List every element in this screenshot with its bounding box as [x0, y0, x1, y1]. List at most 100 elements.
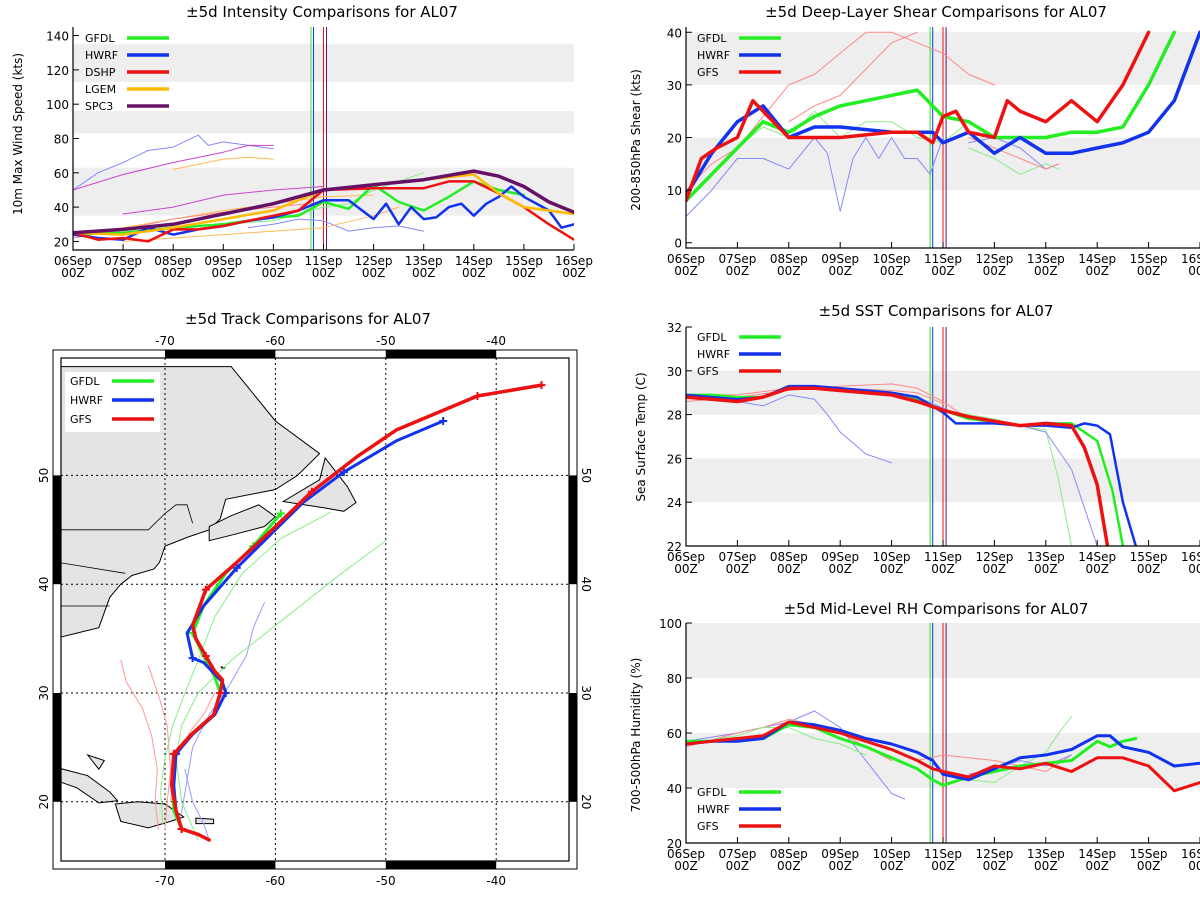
intensity-xtick-sublabel-8: 00Z — [462, 266, 486, 280]
rh-xtick-sublabel-7: 00Z — [1034, 859, 1058, 873]
intensity-legend-label-spc3: SPC3 — [85, 100, 113, 113]
shear-series-gfdl-8 — [686, 30, 1177, 203]
shear-xtick-label-1: 07Sep — [718, 252, 756, 266]
sst-xtick-sublabel-2: 00Z — [777, 562, 801, 576]
intensity-xtick-sublabel-9: 00Z — [512, 266, 536, 280]
intensity-ytick-label-2: 60 — [54, 167, 69, 181]
rh-series-gfs-8 — [686, 720, 1200, 793]
track-marker-gfs-14 — [201, 585, 210, 594]
sst-xtick-sublabel-1: 00Z — [726, 562, 750, 576]
rh-xtick-sublabel-0: 00Z — [674, 859, 698, 873]
intensity-series-hwrf-10 — [73, 185, 574, 241]
sst-ytick-label-0: 22 — [667, 540, 682, 554]
shear-xtick-label-10: 16Sep — [1181, 252, 1200, 266]
rh-xtick-sublabel-9: 00Z — [1137, 859, 1161, 873]
sst-ytick-label-4: 30 — [667, 365, 682, 379]
track-lon-label-top-0: -70 — [155, 334, 175, 348]
shear-series-faint-3 — [788, 31, 918, 123]
shear-xtick-sublabel-4: 00Z — [880, 264, 904, 278]
track-top-stripe-1 — [385, 350, 497, 358]
intensity-ytick-label-1: 40 — [54, 201, 69, 215]
rh-legend-label-gfs: GFS — [697, 820, 719, 833]
track-left-stripe-1 — [53, 693, 61, 802]
land-cuba — [61, 768, 119, 804]
sst-xtick-label-1: 07Sep — [718, 550, 756, 564]
track-marker-gfdl-15 — [276, 509, 285, 518]
sst-series-faint-0 — [686, 394, 893, 464]
intensity-xtick-sublabel-6: 00Z — [362, 266, 386, 280]
intensity-ytick-label-3: 80 — [54, 133, 69, 147]
track-lat-label-left-2: 40 — [37, 577, 51, 592]
track-series-faint-4 — [175, 540, 387, 841]
sst-title: ±5d SST Comparisons for AL07 — [819, 302, 1054, 320]
sst-xtick-sublabel-10: 00Z — [1188, 562, 1200, 576]
rh-series-group — [686, 710, 1200, 800]
shear-xtick-label-6: 12Sep — [975, 252, 1013, 266]
shear-legend-label-hwrf: HWRF — [697, 49, 730, 62]
sst-legend-label-hwrf: HWRF — [697, 348, 730, 361]
shear-xtick-sublabel-5: 00Z — [931, 264, 955, 278]
shear-ytick-label-3: 30 — [667, 79, 682, 93]
intensity-series-faint-1 — [73, 144, 274, 191]
track-bottom-stripe-1 — [385, 861, 497, 869]
track-frame — [60, 357, 570, 862]
shear-xtick-sublabel-9: 00Z — [1137, 264, 1161, 278]
sst-xtick-label-8: 14Sep — [1078, 550, 1116, 564]
shear-xtick-label-8: 14Sep — [1078, 252, 1116, 266]
shear-panel: ±5d Deep-Layer Shear Comparisons for AL0… — [629, 3, 1200, 278]
shear-series-gfs-10 — [686, 30, 1151, 203]
track-series-faint-2 — [160, 511, 332, 825]
track-lat-label-left-0: 20 — [37, 794, 51, 809]
sst-xtick-sublabel-6: 00Z — [983, 562, 1007, 576]
rh-series-faint-2 — [686, 727, 867, 756]
shear-series-hwrf-9 — [686, 30, 1200, 198]
rh-xtick-sublabel-10: 00Z — [1188, 859, 1200, 873]
sst-xtick-label-10: 16Sep — [1181, 550, 1200, 564]
intensity-ylabel: 10m Max Wind Speed (kts) — [11, 53, 25, 215]
track-series-faint-1 — [147, 665, 171, 830]
sst-ytick-label-1: 24 — [667, 496, 682, 510]
rh-xtick-label-7: 13Sep — [1027, 847, 1065, 861]
land-puertorico — [195, 817, 215, 825]
shear-xtick-label-9: 15Sep — [1130, 252, 1168, 266]
sst-xtick-label-5: 11Sep — [924, 550, 962, 564]
sst-xtick-label-0: 06Sep — [667, 550, 705, 564]
sst-xtick-sublabel-9: 00Z — [1137, 562, 1161, 576]
shear-series-faint-0 — [686, 137, 944, 217]
track-lat-label-left-1: 30 — [37, 685, 51, 700]
sst-xtick-label-9: 15Sep — [1130, 550, 1168, 564]
intensity-xtick-sublabel-3: 00Z — [212, 266, 236, 280]
track-marker-hwrf-17 — [339, 468, 348, 477]
intensity-legend-label-dshp: DSHP — [85, 66, 116, 79]
shear-title: ±5d Deep-Layer Shear Comparisons for AL0… — [765, 3, 1107, 21]
intensity-xtick-sublabel-4: 00Z — [262, 266, 286, 280]
rh-xtick-sublabel-8: 00Z — [1085, 859, 1109, 873]
intensity-series-faint-8 — [122, 206, 400, 242]
intensity-xtick-label-2: 08Sep — [154, 254, 192, 268]
track-lon-label-top-2: -50 — [376, 334, 396, 348]
rh-xtick-sublabel-4: 00Z — [880, 859, 904, 873]
track-series-faint-0 — [120, 659, 159, 830]
shear-xtick-sublabel-0: 00Z — [674, 264, 698, 278]
sst-ytick-label-3: 28 — [667, 409, 682, 423]
shear-xtick-label-4: 10Sep — [873, 252, 911, 266]
intensity-series-faint-3 — [122, 186, 324, 215]
rh-xtick-sublabel-3: 00Z — [828, 859, 852, 873]
intensity-legend-label-lgem: LGEM — [85, 83, 116, 96]
intensity-ytick-label-5: 120 — [46, 64, 69, 78]
sst-xtick-sublabel-3: 00Z — [828, 562, 852, 576]
land-canada — [61, 366, 321, 638]
shear-ytick-label-0: 0 — [674, 237, 682, 251]
intensity-ytick-label-0: 20 — [54, 235, 69, 249]
shear-xtick-sublabel-3: 00Z — [828, 264, 852, 278]
rh-series-faint-4 — [968, 716, 1072, 783]
intensity-ytick-label-4: 100 — [46, 98, 69, 112]
rh-series-faint-3 — [916, 754, 1072, 772]
rh-ytick-label-1: 40 — [667, 782, 682, 796]
sst-series-group — [686, 383, 1138, 546]
sst-ytick-label-2: 26 — [667, 452, 682, 466]
track-lat-label-right-2: 40 — [579, 577, 593, 592]
track-bottom-stripe-0 — [165, 861, 276, 869]
intensity-legend-label-gfdl: GFDL — [85, 32, 115, 45]
shear-series-faint-4 — [736, 110, 995, 149]
